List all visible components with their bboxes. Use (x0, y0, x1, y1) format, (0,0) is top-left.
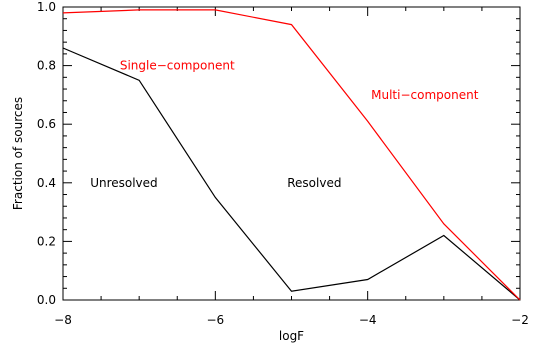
y-tick-label: 0.6 (37, 117, 56, 131)
y-tick-label: 1.0 (37, 0, 56, 14)
single-component-fraction-line (62, 9, 521, 301)
series-layer (62, 9, 521, 301)
single-component-label: Single−component (120, 59, 235, 73)
x-tick-label: −6 (206, 313, 224, 327)
y-tick-label: 0.0 (37, 293, 56, 307)
x-tick-label: −8 (54, 313, 72, 327)
unresolved-label: Unresolved (90, 176, 157, 190)
x-axis-ticks: −8 −6 −4 −2 (54, 7, 529, 327)
annotation-layer: Single−component Multi−component Unresolve… (90, 59, 479, 190)
resolved-fraction-line (62, 47, 521, 301)
multi-component-label: Multi−component (371, 88, 479, 102)
y-axis-ticks: 0.0 0.2 0.4 0.6 0.8 1.0 (37, 0, 520, 307)
y-tick-label: 0.2 (37, 234, 56, 248)
y-tick-label: 0.4 (37, 176, 56, 190)
y-tick-label: 0.8 (37, 59, 56, 73)
x-axis-label: logF (279, 329, 304, 343)
resolved-label: Resolved (287, 176, 341, 190)
y-axis-label: Fraction of sources (11, 97, 25, 210)
plot-frame (62, 6, 521, 301)
x-tick-label: −4 (359, 313, 377, 327)
x-tick-label: −2 (511, 313, 529, 327)
